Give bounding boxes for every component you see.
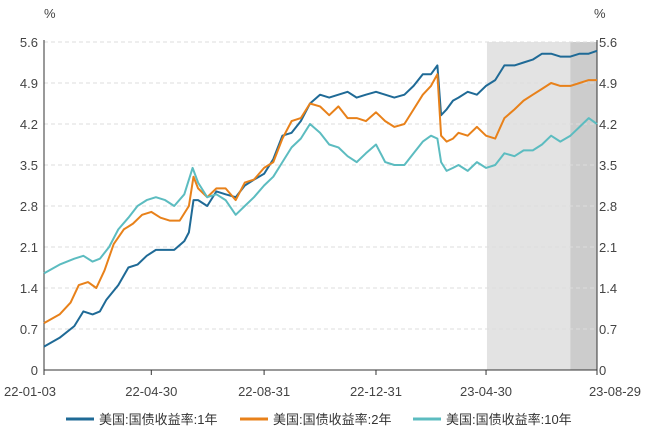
y-tick-label-right: 3.5	[599, 158, 617, 173]
axes: 0 0 0.7 0.7 1.4 1.4 2.1 2.1 2.8 2.8 3.5 3.5 4.2 4.2 4.…	[4, 35, 641, 399]
legend-label-3: 美国:国债收益率:10年	[446, 412, 572, 427]
series-line-1	[43, 49, 598, 348]
y-tick-label-left: 4.2	[20, 117, 38, 132]
y-tick-label-right: 1.4	[599, 281, 617, 296]
y-tick-label-left: 3.5	[20, 158, 38, 173]
y-tick-label-left: 5.6	[20, 35, 38, 50]
x-tick-label: 23-04-30	[460, 384, 512, 399]
y-tick-label-right: 0	[599, 363, 606, 378]
y-tick-label-right: 4.9	[599, 76, 617, 91]
legend-label-2: 美国:国债收益率:2年	[273, 412, 391, 427]
grid-lines	[44, 41, 597, 330]
legend-label-1: 美国:国债收益率:1年	[99, 412, 217, 427]
series-lines	[43, 49, 598, 348]
y-tick-label-left: 2.1	[20, 240, 38, 255]
y-axis-unit-right: %	[594, 6, 606, 21]
y-tick-label-left: 0	[31, 363, 38, 378]
series-line-2	[43, 73, 597, 324]
y-tick-label-right: 2.1	[599, 240, 617, 255]
y-tick-label-left: 4.9	[20, 76, 38, 91]
y-tick-label-right: 4.2	[599, 117, 617, 132]
x-tick-label: 22-04-30	[125, 384, 177, 399]
y-tick-label-right: 2.8	[599, 199, 617, 214]
x-tick-label: 22-01-03	[4, 384, 56, 399]
x-tick-label: 22-08-31	[238, 384, 290, 399]
y-tick-label-left: 1.4	[20, 281, 38, 296]
y-tick-label-left: 2.8	[20, 199, 38, 214]
series-line-3	[43, 117, 598, 275]
y-axis-unit-left: %	[44, 6, 56, 21]
legend: 美国:国债收益率:1年 美国:国债收益率:2年 美国:国债收益率:10年	[66, 412, 572, 427]
x-tick-label: 23-08-29	[589, 384, 641, 399]
y-tick-label-right: 0.7	[599, 322, 617, 337]
y-tick-label-right: 5.6	[599, 35, 617, 50]
x-tick-label: 22-12-31	[350, 384, 402, 399]
y-tick-label-left: 0.7	[20, 322, 38, 337]
